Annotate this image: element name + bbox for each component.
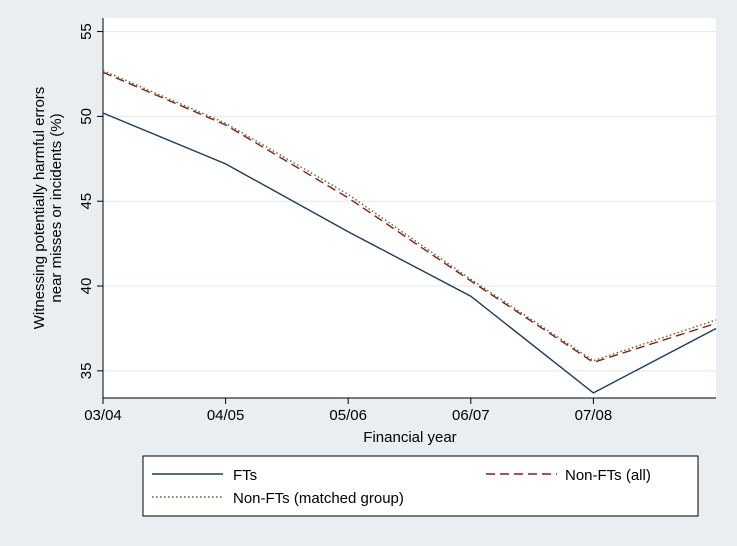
y-ticks: 35 40 45 50 55 [78, 23, 103, 379]
legend-label-non-fts-matched: Non-FTs (matched group) [233, 490, 404, 507]
x-tick-label-2: 05/06 [329, 407, 367, 424]
series-lines [102, 69, 717, 394]
y-tick-label-45: 45 [78, 193, 95, 210]
x-tick-label-3: 06/07 [452, 407, 490, 424]
gridlines [103, 31, 716, 372]
x-tick-label-1: 04/05 [207, 407, 245, 424]
y-axis-label-line1: Witnessing potentially harmful errors [31, 87, 48, 330]
y-tick-label-40: 40 [78, 278, 95, 295]
y-tick-label-50: 50 [78, 108, 95, 125]
legend-label-non-fts-all: Non-FTs (all) [565, 467, 651, 484]
series-line-0 [102, 112, 717, 394]
series-line-1 [102, 71, 717, 364]
x-tick-label-4: 07/08 [575, 407, 613, 424]
plot-area [103, 18, 716, 398]
x-tick-label-0: 03/04 [84, 407, 122, 424]
y-axis-label-group: Witnessing potentially harmful errors ne… [31, 87, 65, 330]
series-line-2 [102, 69, 717, 362]
y-tick-label-35: 35 [78, 363, 95, 380]
y-axis-label-line2: near misses or incidents (%) [48, 113, 65, 302]
legend: FTs Non-FTs (all) Non-FTs (matched group… [142, 455, 699, 517]
legend-box [142, 455, 699, 517]
legend-label-fts: FTs [233, 467, 257, 484]
x-ticks: 03/04 04/05 05/06 06/07 07/08 [84, 398, 612, 424]
y-tick-label-55: 55 [78, 23, 95, 40]
x-axis-label: Financial year [363, 429, 456, 446]
